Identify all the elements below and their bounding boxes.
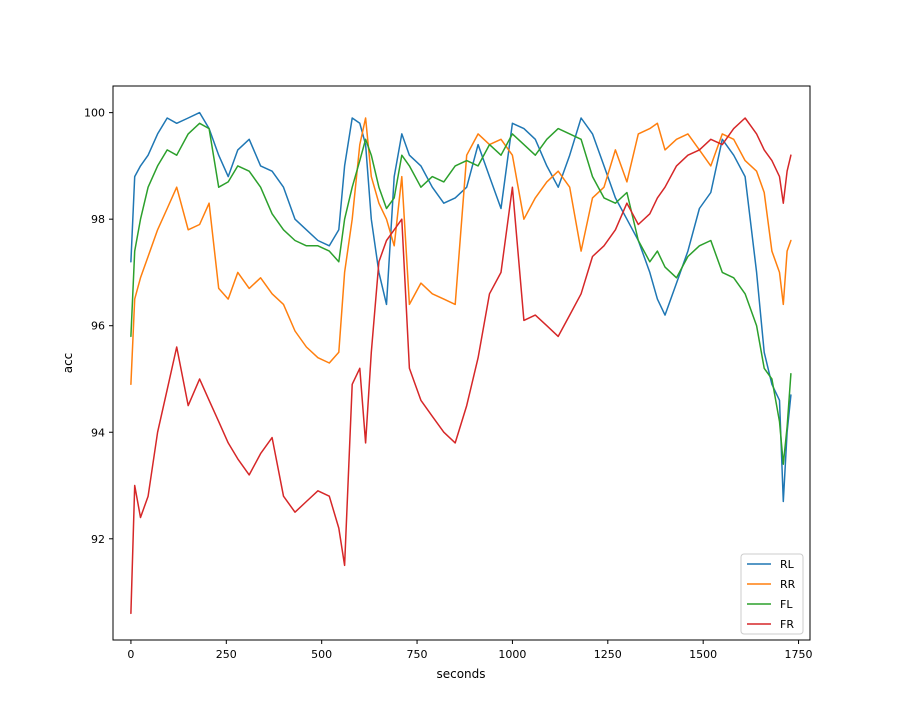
x-tick-label: 0 xyxy=(127,648,134,661)
x-tick-label: 1000 xyxy=(498,648,526,661)
series-line-rl xyxy=(130,111,792,503)
x-tick-label: 1500 xyxy=(689,648,717,661)
x-axis-label: seconds xyxy=(436,667,485,681)
series-line-rr xyxy=(130,117,792,386)
legend-box xyxy=(740,553,804,635)
y-tick-label: 94 xyxy=(91,426,105,439)
x-tick-label: 1250 xyxy=(594,648,622,661)
series-line-fr xyxy=(130,117,792,615)
x-tick-label: 750 xyxy=(407,648,428,661)
series-line-fl xyxy=(130,122,792,465)
legend-label-rl: RL xyxy=(780,558,795,571)
legend-label-fl: FL xyxy=(780,598,793,611)
y-tick-label: 98 xyxy=(91,213,105,226)
legend-label-rr: RR xyxy=(780,578,796,591)
y-ticks: 92 94 96 98 100 xyxy=(84,107,113,546)
y-tick-label: 100 xyxy=(84,107,105,120)
x-tick-label: 250 xyxy=(216,648,237,661)
legend: RL RR FL FR xyxy=(740,553,804,635)
series-layer xyxy=(130,111,792,615)
legend-label-fr: FR xyxy=(780,618,794,631)
x-ticks: 0 250 500 750 1000 1250 1500 1750 xyxy=(127,640,813,661)
y-tick-label: 96 xyxy=(91,320,105,333)
axes-frame xyxy=(112,85,811,641)
y-tick-label: 92 xyxy=(91,533,105,546)
x-tick-label: 1750 xyxy=(785,648,813,661)
x-tick-label: 500 xyxy=(311,648,332,661)
y-axis-label: acc xyxy=(61,353,75,374)
